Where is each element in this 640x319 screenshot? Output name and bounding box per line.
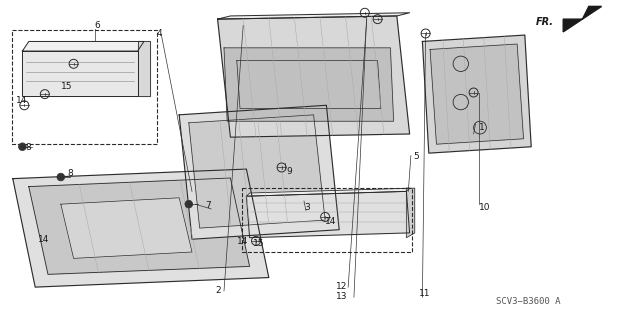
Bar [242, 188, 412, 252]
Text: 8: 8 [25, 143, 31, 152]
Text: 12: 12 [336, 282, 348, 291]
Bar [12, 30, 157, 144]
Text: 7: 7 [205, 201, 211, 210]
Polygon shape [246, 191, 410, 238]
Text: 1: 1 [479, 123, 484, 132]
Polygon shape [237, 61, 381, 108]
Text: 10: 10 [479, 203, 490, 212]
Text: 14: 14 [237, 237, 248, 246]
Polygon shape [224, 48, 394, 121]
Text: 5: 5 [413, 152, 419, 161]
Text: 14: 14 [16, 96, 28, 105]
Polygon shape [179, 105, 339, 239]
Text: 9: 9 [287, 167, 292, 176]
Polygon shape [218, 13, 410, 19]
Text: 14: 14 [324, 217, 336, 226]
Polygon shape [189, 115, 325, 228]
Circle shape [57, 173, 65, 181]
Polygon shape [218, 16, 410, 137]
Polygon shape [61, 198, 192, 258]
Polygon shape [563, 6, 602, 32]
Circle shape [19, 143, 26, 151]
Text: 2: 2 [216, 286, 221, 295]
Text: 14: 14 [38, 235, 50, 244]
Polygon shape [138, 41, 150, 96]
Circle shape [185, 200, 193, 208]
Text: 15: 15 [253, 239, 264, 248]
Text: SCV3−B3600 A: SCV3−B3600 A [496, 297, 561, 306]
Text: 6: 6 [95, 21, 100, 30]
Polygon shape [22, 51, 138, 96]
Text: 13: 13 [336, 292, 348, 300]
Polygon shape [422, 35, 531, 153]
Text: 3: 3 [305, 203, 310, 212]
Text: 15: 15 [61, 82, 72, 91]
Text: FR.: FR. [536, 17, 554, 27]
Text: 8: 8 [67, 169, 73, 178]
Polygon shape [246, 188, 410, 196]
Polygon shape [406, 188, 415, 238]
Polygon shape [22, 41, 144, 51]
Polygon shape [13, 169, 269, 287]
Polygon shape [430, 44, 524, 144]
Text: 4: 4 [157, 29, 163, 38]
Polygon shape [29, 178, 250, 274]
Text: 11: 11 [419, 289, 430, 298]
